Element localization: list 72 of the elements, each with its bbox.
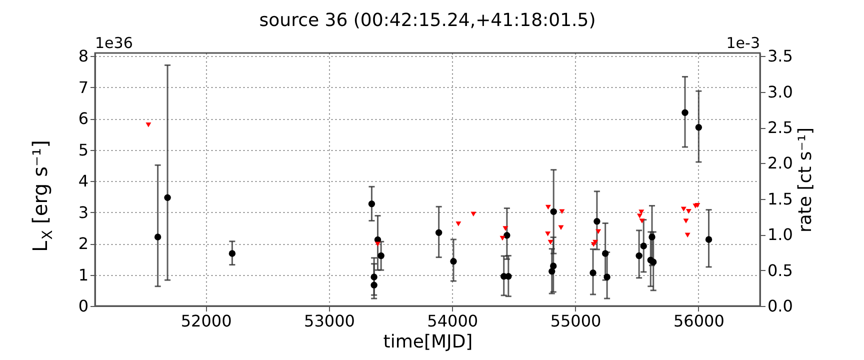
y2-axis-title: rate [ct s⁻¹] <box>794 127 816 233</box>
point <box>559 209 565 214</box>
point <box>146 122 152 128</box>
y-tick-label: 5 <box>78 140 88 160</box>
y-tick-label: 0 <box>78 296 88 316</box>
point <box>592 240 598 245</box>
point <box>550 208 557 216</box>
y-tick-label: 1 <box>78 265 88 284</box>
x-tick-label: 55000 <box>550 312 602 330</box>
point <box>375 242 380 247</box>
y2-tick-label: 1.0 <box>768 225 793 244</box>
y2-tick-label: 0.0 <box>768 296 793 316</box>
y2-tick-label: 1.5 <box>768 189 793 208</box>
y2-tick-label: 2.0 <box>768 154 793 173</box>
x-tick-label: 52000 <box>180 312 232 330</box>
point <box>636 252 642 260</box>
point <box>558 225 564 230</box>
y2-tick-label: 3.5 <box>768 46 793 66</box>
point <box>686 208 692 214</box>
x-tick-label: 53000 <box>304 312 355 330</box>
point <box>602 250 609 257</box>
x-tick-label: 56000 <box>673 312 724 330</box>
text: 1e-3 <box>726 34 760 52</box>
y-tick-label: 6 <box>78 109 88 128</box>
y-tick-label: 4 <box>78 172 88 191</box>
point <box>505 272 512 280</box>
point <box>368 200 376 208</box>
point <box>594 218 600 225</box>
point <box>154 234 162 240</box>
x-axis-title: time[MJD] <box>383 332 473 352</box>
text: 1e36 <box>95 34 133 52</box>
point <box>636 214 642 218</box>
y2-tick-label: 2.5 <box>768 118 793 138</box>
point <box>548 240 554 245</box>
point <box>456 221 462 226</box>
point <box>550 262 557 270</box>
point <box>680 206 686 212</box>
point <box>450 258 457 265</box>
point <box>228 250 236 257</box>
point <box>695 124 702 131</box>
point <box>545 231 551 236</box>
point <box>683 218 689 224</box>
y2-tick-label: 3.0 <box>768 82 793 102</box>
point <box>502 226 508 231</box>
point <box>650 258 657 266</box>
point <box>370 282 378 288</box>
point <box>640 242 647 250</box>
point <box>504 232 510 239</box>
y-axis-title: LX [erg s⁻¹] <box>28 140 56 252</box>
y-tick-label: 3 <box>78 202 88 222</box>
point <box>648 234 656 240</box>
point <box>639 218 645 224</box>
point <box>638 210 644 214</box>
point <box>682 109 688 116</box>
point <box>470 212 476 217</box>
x-tick-label: 54000 <box>427 312 478 330</box>
point <box>164 194 171 201</box>
point <box>596 229 602 234</box>
point <box>545 204 551 210</box>
point <box>684 232 690 238</box>
chart-title: source 36 (00:42:15.24,+41:18:01.5) <box>259 10 596 31</box>
point <box>370 274 378 280</box>
y2-tick-label: 0.5 <box>768 260 793 280</box>
point <box>500 236 506 241</box>
y-tick-label: 2 <box>78 234 88 254</box>
y-tick-label: 8 <box>78 46 88 66</box>
y-tick-label: 7 <box>78 78 88 97</box>
point <box>604 274 610 280</box>
point <box>378 252 384 260</box>
point <box>435 229 442 236</box>
point <box>705 236 712 243</box>
point <box>590 270 596 276</box>
